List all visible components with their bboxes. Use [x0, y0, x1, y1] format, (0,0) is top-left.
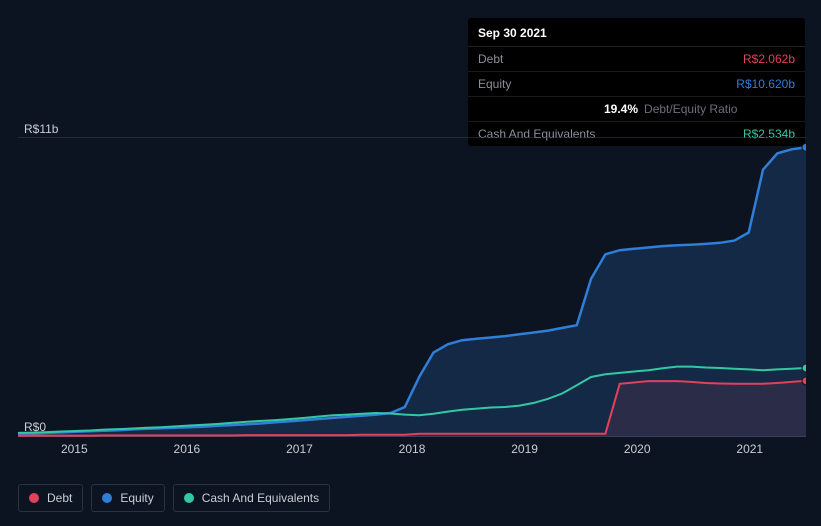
- legend-item-cash[interactable]: Cash And Equivalents: [173, 484, 330, 512]
- legend-label: Equity: [120, 491, 153, 505]
- tooltip-ratio-label: Debt/Equity Ratio: [644, 102, 737, 116]
- x-label: 2019: [468, 442, 581, 456]
- chart-legend: Debt Equity Cash And Equivalents: [18, 484, 330, 512]
- legend-swatch: [184, 493, 194, 503]
- tooltip-label: Debt: [478, 52, 743, 66]
- chart-svg: [18, 137, 806, 437]
- tooltip-value: R$2.062b: [743, 52, 795, 66]
- tooltip-label: Equity: [478, 77, 736, 91]
- legend-item-debt[interactable]: Debt: [18, 484, 83, 512]
- x-axis-labels: 2015 2016 2017 2018 2019 2020 2021: [18, 442, 806, 456]
- end-marker-equity: [802, 143, 806, 151]
- end-marker-debt: [802, 377, 806, 385]
- x-label: 2015: [18, 442, 131, 456]
- x-label: 2017: [243, 442, 356, 456]
- x-label: 2016: [131, 442, 244, 456]
- x-label: 2020: [581, 442, 694, 456]
- tooltip-date: Sep 30 2021: [468, 18, 805, 47]
- legend-label: Cash And Equivalents: [202, 491, 319, 505]
- x-label: 2021: [693, 442, 806, 456]
- legend-swatch: [29, 493, 39, 503]
- y-axis-max-label: R$11b: [24, 122, 58, 136]
- legend-label: Debt: [47, 491, 72, 505]
- tooltip-value: R$10.620b: [736, 77, 795, 91]
- x-label: 2018: [356, 442, 469, 456]
- legend-item-equity[interactable]: Equity: [91, 484, 164, 512]
- tooltip-ratio-value: 19.4%: [604, 102, 638, 116]
- legend-swatch: [102, 493, 112, 503]
- end-marker-cash: [802, 364, 806, 372]
- tooltip-row-ratio: 19.4% Debt/Equity Ratio: [468, 97, 805, 122]
- tooltip-row-debt: Debt R$2.062b: [468, 47, 805, 72]
- tooltip-row-equity: Equity R$10.620b: [468, 72, 805, 97]
- chart-area: R$11b R$0 2015 2016 2017 2018 2019 2020 …: [18, 122, 806, 472]
